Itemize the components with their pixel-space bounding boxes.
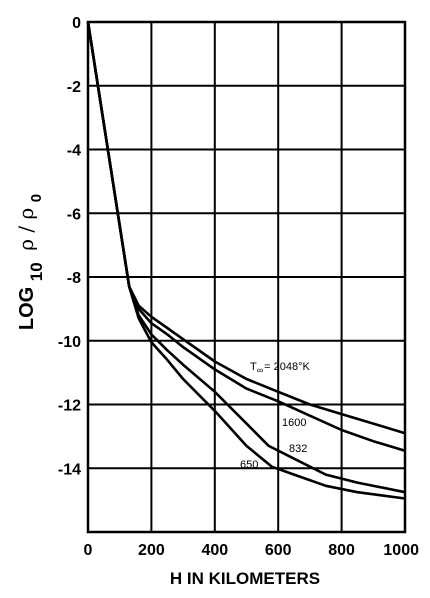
curve-series-1 xyxy=(86,21,406,452)
grid-lines xyxy=(88,22,405,532)
x-tick-label: 200 xyxy=(138,542,165,559)
x-tick-label: 600 xyxy=(265,542,292,559)
curve-label-2: 832 xyxy=(289,443,307,455)
y-tick-label: -12 xyxy=(58,398,81,415)
y-axis-title-ratio-subscript: 0 xyxy=(28,194,45,202)
x-tick-label: 1000 xyxy=(383,542,419,559)
y-tick-label: -6 xyxy=(67,206,81,223)
y-tick-label: -8 xyxy=(67,270,81,287)
curve-label-1: 1600 xyxy=(282,417,306,429)
x-tick-labels: 0 200 400 600 800 1000 xyxy=(84,542,420,559)
x-axis-title: H IN KILOMETERS xyxy=(170,569,320,588)
x-tick-label: 400 xyxy=(201,542,228,559)
curve-series-3 xyxy=(86,21,406,500)
y-axis-title-main: LOG xyxy=(16,287,38,330)
x-tick-label: 800 xyxy=(328,542,355,559)
curve-labels: T∞= 2048°K 1600 832 650 xyxy=(240,361,311,471)
y-tick-label: 0 xyxy=(72,15,81,32)
curve-label-3: 650 xyxy=(240,459,258,471)
y-tick-label: -10 xyxy=(58,334,81,351)
y-tick-label: -4 xyxy=(67,143,81,160)
curve-series-2 xyxy=(86,21,406,494)
y-axis-title-subscript: 10 xyxy=(27,262,46,281)
plot-frame xyxy=(86,20,407,534)
density-curves xyxy=(86,21,406,500)
curve-series-0 xyxy=(86,21,406,435)
y-axis-title: LOG 10 ρ / ρ 0 xyxy=(14,194,47,330)
y-axis-title-ratio: ρ / ρ xyxy=(14,208,38,251)
y-tick-label: -2 xyxy=(67,79,81,96)
curve-label-0: T∞= 2048°K xyxy=(250,361,311,375)
y-tick-labels: 0 -2 -4 -6 -8 -10 -12 -14 xyxy=(58,15,81,478)
y-tick-label: -14 xyxy=(58,461,81,478)
x-tick-label: 0 xyxy=(84,542,93,559)
